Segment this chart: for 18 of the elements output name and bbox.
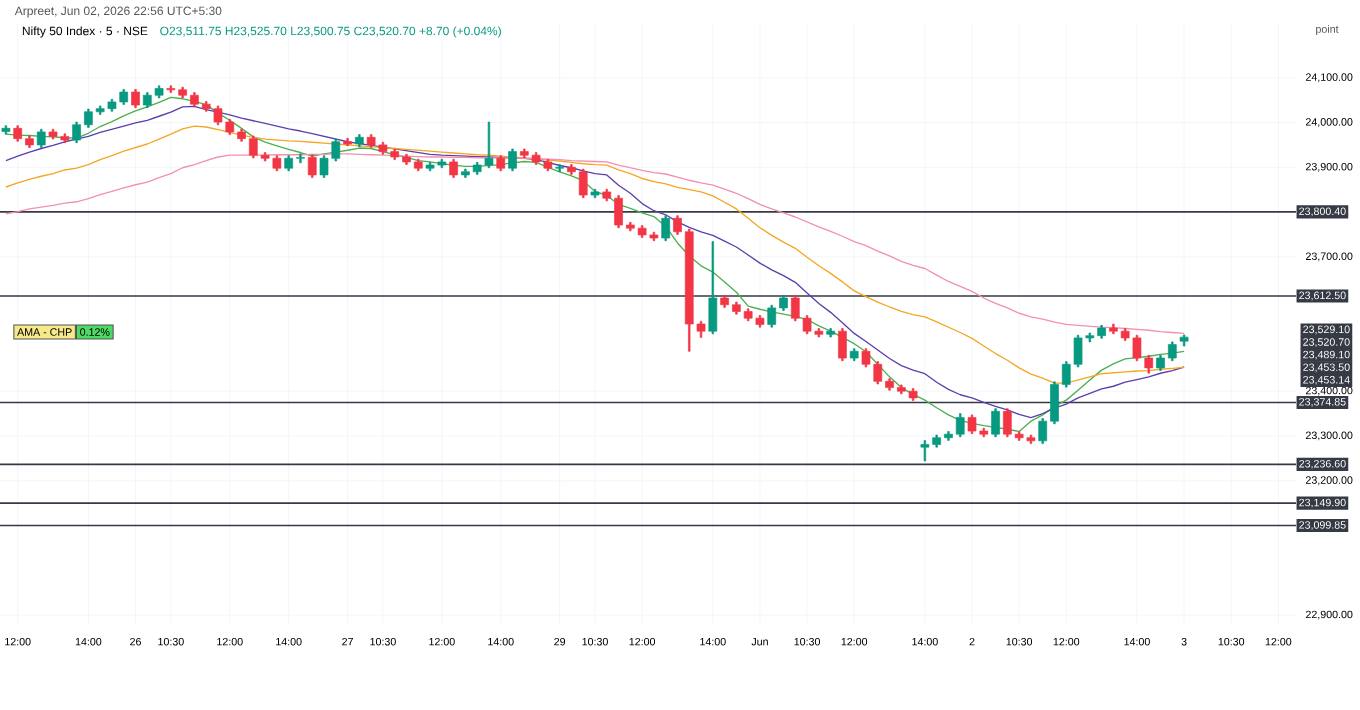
- candlestick: [36, 128, 46, 148]
- candlestick: [991, 408, 1000, 438]
- candlestick: [1, 125, 11, 135]
- candlestick: [307, 154, 317, 178]
- candlestick: [708, 241, 718, 335]
- candlestick: [555, 164, 564, 173]
- candlestick: [355, 134, 364, 148]
- candlestick: [826, 328, 835, 338]
- candlestick: [496, 155, 506, 172]
- candlestick: [838, 328, 847, 362]
- candlestick: [508, 148, 517, 172]
- candlestick: [343, 137, 352, 147]
- candlestick: [131, 89, 140, 109]
- candlestick: [1179, 334, 1189, 347]
- candlestick: [849, 348, 859, 362]
- candlestick: [661, 215, 671, 242]
- candlestick: [590, 188, 600, 199]
- candlestick: [449, 158, 458, 178]
